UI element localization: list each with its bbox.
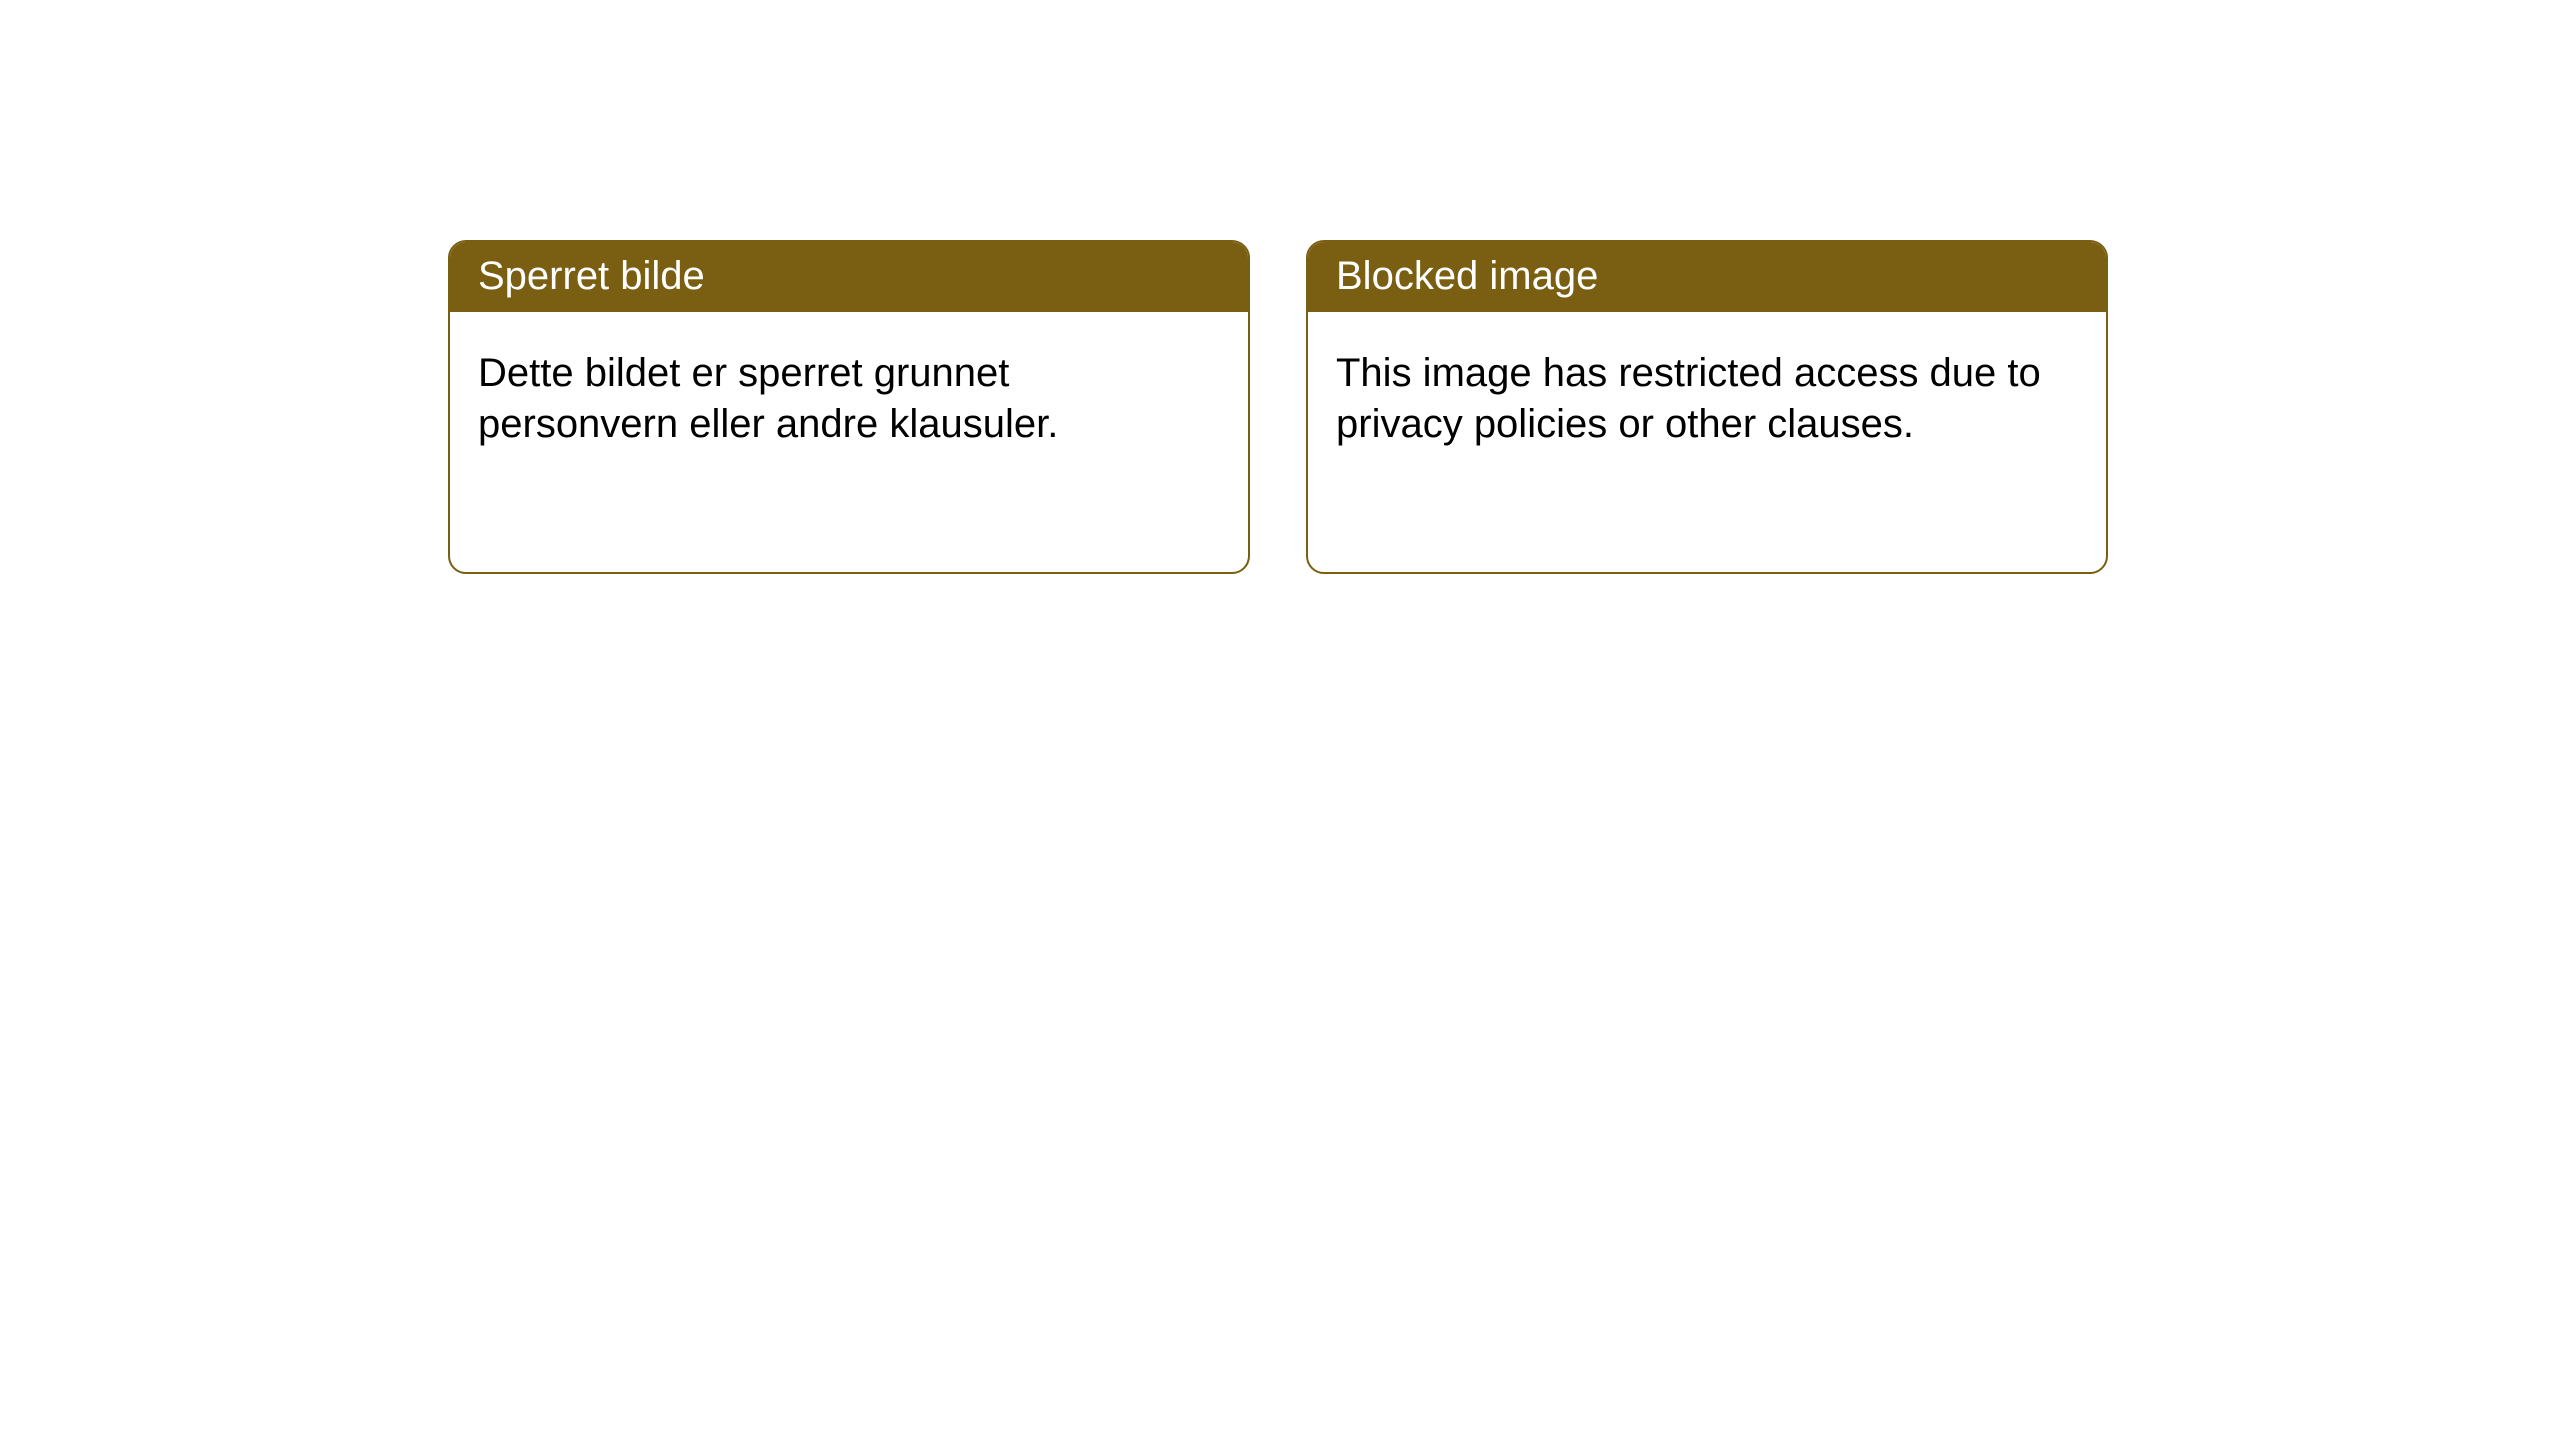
card-header: Blocked image: [1308, 242, 2106, 312]
card-body: Dette bildet er sperret grunnet personve…: [450, 312, 1248, 486]
card-body-text: Dette bildet er sperret grunnet personve…: [478, 351, 1058, 446]
notice-container: Sperret bilde Dette bildet er sperret gr…: [0, 0, 2560, 574]
notice-card-english: Blocked image This image has restricted …: [1306, 240, 2108, 574]
card-title: Blocked image: [1336, 254, 1598, 298]
card-body-text: This image has restricted access due to …: [1336, 351, 2041, 446]
card-body: This image has restricted access due to …: [1308, 312, 2106, 486]
card-header: Sperret bilde: [450, 242, 1248, 312]
card-title: Sperret bilde: [478, 254, 705, 298]
notice-card-norwegian: Sperret bilde Dette bildet er sperret gr…: [448, 240, 1250, 574]
